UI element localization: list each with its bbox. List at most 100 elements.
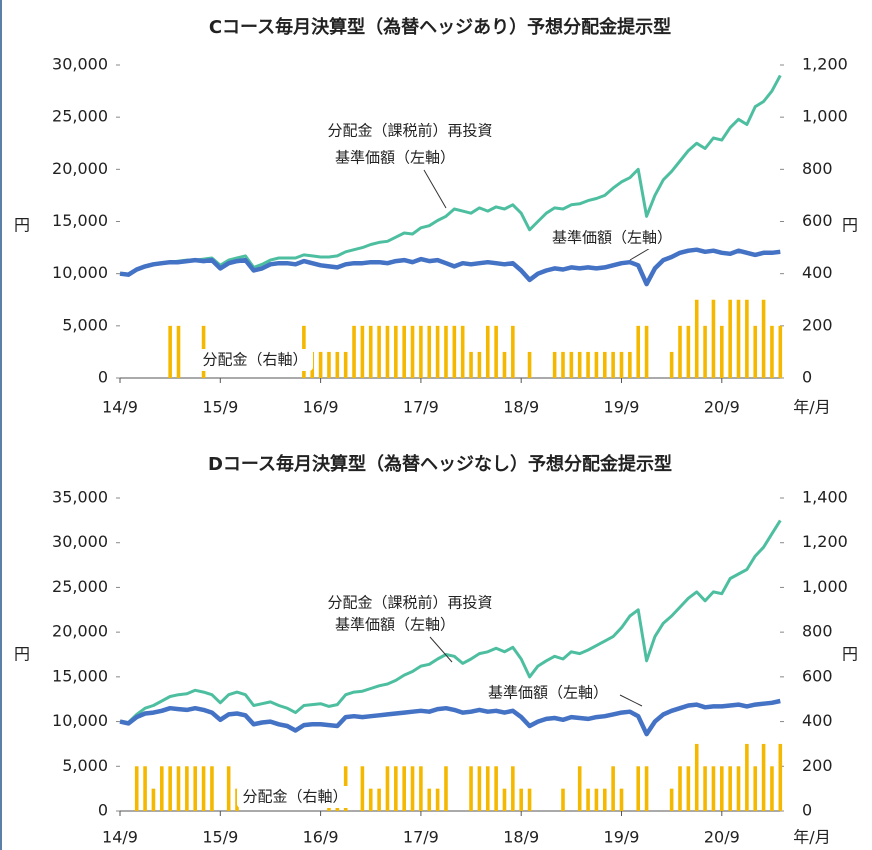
bar (552, 351, 557, 378)
bar (394, 766, 398, 811)
x-tick-label: 20/9 (704, 828, 740, 847)
bar (318, 351, 323, 378)
bar (469, 351, 473, 378)
y-tick-label: 25,000 (52, 577, 108, 596)
bar (703, 766, 707, 811)
annotation: 基準価額（左軸） (488, 684, 608, 702)
bar (511, 766, 515, 811)
bar (360, 766, 365, 811)
x-tick-label: 14/9 (102, 398, 138, 417)
bar (435, 788, 440, 811)
annotation: 基準価額（左軸） (335, 149, 455, 167)
y-tick-label: 0 (98, 801, 108, 820)
bar (352, 325, 356, 378)
label-bg (237, 786, 353, 808)
bar (193, 766, 198, 811)
bar (402, 766, 406, 811)
bar (669, 351, 674, 378)
y2-tick-label: 600 (802, 211, 833, 230)
leader-line (423, 169, 447, 209)
y-tick-label: 15,000 (52, 666, 108, 685)
y-tick-label: 5,000 (62, 756, 108, 775)
x-tick-label: 17/9 (403, 828, 439, 847)
x-tick-label: 17/9 (403, 398, 439, 417)
bar (168, 766, 172, 811)
x-tick-label: 20/9 (704, 398, 740, 417)
bar (469, 766, 473, 811)
bar (385, 325, 390, 378)
line-series (119, 698, 781, 737)
bar (176, 325, 181, 378)
line-series (119, 247, 781, 287)
bar (368, 325, 373, 378)
y2-tick-label: 1,000 (802, 577, 848, 596)
bar (134, 766, 139, 811)
y2-axis-label: 円 (842, 216, 858, 235)
bar (143, 766, 147, 811)
bar (761, 299, 766, 378)
bar (159, 766, 164, 811)
y2-tick-label: 400 (802, 711, 833, 730)
y2-tick-label: 1,200 (802, 55, 848, 74)
bar (151, 788, 156, 811)
x-tick-label: 18/9 (503, 398, 539, 417)
bar (728, 299, 732, 378)
bar (686, 766, 691, 811)
bar (419, 766, 423, 811)
y2-tick-label: 200 (802, 315, 833, 334)
bar (176, 766, 181, 811)
chart-title: Cコース毎月決算型（為替ヘッジあり）予想分配金提示型 (209, 16, 671, 38)
x-tick-label: 16/9 (303, 398, 339, 417)
bar (644, 766, 649, 811)
bar (586, 788, 590, 811)
label-bg (554, 227, 670, 249)
bar (477, 351, 482, 378)
bar (452, 325, 457, 378)
bar (736, 299, 741, 378)
bar (745, 299, 749, 378)
bar (519, 788, 523, 811)
bar (527, 351, 532, 378)
line-series (119, 74, 782, 277)
leader-line (629, 246, 653, 261)
bar (636, 325, 641, 378)
y-tick-label: 20,000 (52, 622, 108, 641)
bar (577, 351, 582, 378)
bar (778, 743, 783, 811)
bar (619, 351, 624, 378)
bar (168, 325, 172, 378)
bar (711, 299, 716, 378)
bar (628, 351, 632, 378)
bar (502, 788, 507, 811)
bar (761, 743, 766, 811)
y-tick-label: 35,000 (52, 488, 108, 507)
bar (419, 325, 423, 378)
bar (711, 766, 716, 811)
annotation: 分配金（右軸） (242, 788, 347, 806)
label-bg (490, 682, 606, 704)
y-tick-label: 20,000 (52, 159, 108, 178)
x-tick-label: 15/9 (202, 398, 238, 417)
bar (602, 788, 607, 811)
bar (494, 325, 498, 378)
line-series (119, 519, 782, 724)
bar (377, 325, 381, 378)
y2-tick-label: 0 (802, 801, 812, 820)
bar (753, 766, 758, 811)
bar (427, 788, 432, 811)
x-tick-label: 19/9 (604, 828, 640, 847)
bar (427, 325, 432, 378)
bar (511, 325, 515, 378)
bar (561, 788, 565, 811)
y-tick-label: 10,000 (52, 711, 108, 730)
bar (644, 325, 649, 378)
y2-tick-label: 800 (802, 622, 833, 641)
y-tick-label: 10,000 (52, 263, 108, 282)
bar (736, 766, 741, 811)
y-tick-label: 25,000 (52, 107, 108, 126)
bar (494, 766, 498, 811)
bar (745, 743, 749, 811)
y2-tick-label: 1,200 (802, 532, 848, 551)
bar (611, 766, 615, 811)
